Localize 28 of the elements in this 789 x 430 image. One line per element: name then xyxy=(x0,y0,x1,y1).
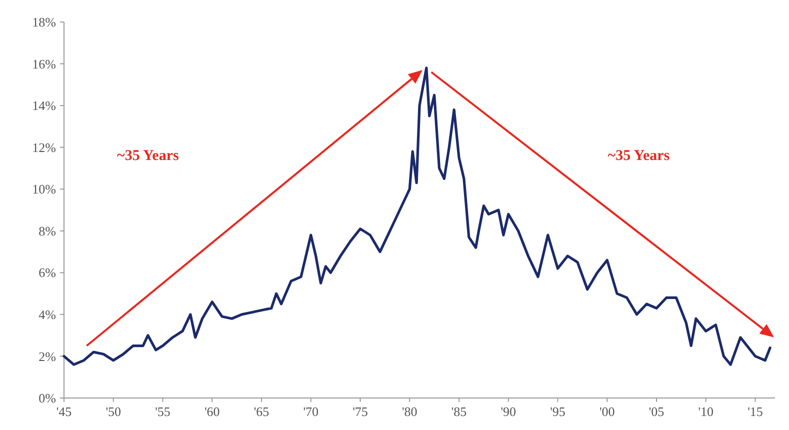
x-tick-label: '85 xyxy=(451,404,467,419)
y-tick-label: 18% xyxy=(32,14,56,30)
x-tick-label: '80 xyxy=(402,404,418,419)
annotation: ~35 Years xyxy=(608,148,670,164)
x-tick-label: '70 xyxy=(303,404,319,419)
line-series xyxy=(62,66,772,366)
x-tick-label: '65 xyxy=(254,404,270,419)
x-tick-label: '50 xyxy=(106,404,122,419)
x-tick-label: '55 xyxy=(155,404,170,419)
x-tick-label: '05 xyxy=(648,404,664,419)
y-tick-label: 10% xyxy=(32,182,56,197)
y-tick-label: 16% xyxy=(32,56,56,72)
y-tick-label: 8% xyxy=(38,223,56,238)
x-tick-label: '15 xyxy=(748,404,763,419)
y-tick-label: 0% xyxy=(38,390,56,406)
y-tick-label: 14% xyxy=(32,98,56,114)
x-tick-label: '10 xyxy=(698,404,714,419)
x-tick-label: '95 xyxy=(550,404,566,419)
x-tick-label: '60 xyxy=(204,404,220,419)
x-tick-label: '45 xyxy=(56,404,72,419)
y-tick-label: 12% xyxy=(32,140,56,155)
y-tick-label: 6% xyxy=(38,265,56,280)
x-tick-label: '00 xyxy=(599,404,615,419)
y-tick-label: 2% xyxy=(38,348,56,364)
annotation: ~35 Years xyxy=(117,148,179,164)
y-tick-label: 4% xyxy=(38,306,56,322)
x-tick-label: '75 xyxy=(352,404,368,419)
x-tick-label: '90 xyxy=(500,404,516,419)
